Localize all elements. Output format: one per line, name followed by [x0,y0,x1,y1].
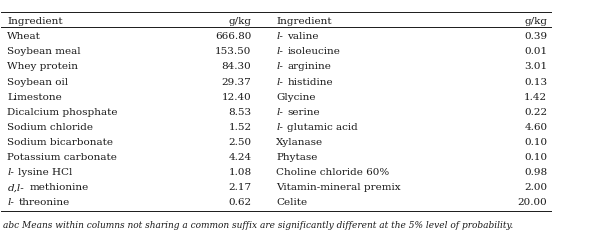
Text: lysine HCl: lysine HCl [19,168,73,177]
Text: l-: l- [276,62,283,71]
Text: 0.13: 0.13 [524,78,547,87]
Text: 4.24: 4.24 [228,153,251,162]
Text: Sodium chloride: Sodium chloride [7,123,94,132]
Text: Glycine: Glycine [276,93,316,102]
Text: l-: l- [276,78,283,87]
Text: Vitamin-mineral premix: Vitamin-mineral premix [276,183,401,192]
Text: 1.08: 1.08 [228,168,251,177]
Text: isoleucine: isoleucine [287,47,340,56]
Text: Ingredient: Ingredient [276,17,332,26]
Text: Limestone: Limestone [7,93,62,102]
Text: 0.39: 0.39 [524,32,547,41]
Text: Ingredient: Ingredient [7,17,63,26]
Text: Phytase: Phytase [276,153,317,162]
Text: 0.98: 0.98 [524,168,547,177]
Text: Choline chloride 60%: Choline chloride 60% [276,168,389,177]
Text: l-: l- [7,198,14,207]
Text: valine: valine [287,32,319,41]
Text: 29.37: 29.37 [221,78,251,87]
Text: 12.40: 12.40 [221,93,251,102]
Text: 4.60: 4.60 [524,123,547,132]
Text: 666.80: 666.80 [215,32,251,41]
Text: Whey protein: Whey protein [7,62,79,71]
Text: l-: l- [276,47,283,56]
Text: abc Means within columns not sharing a common suffix are significantly different: abc Means within columns not sharing a c… [4,220,514,230]
Text: glutamic acid: glutamic acid [287,123,358,132]
Text: 0.10: 0.10 [524,138,547,147]
Text: l-: l- [276,32,283,41]
Text: l-: l- [7,168,14,177]
Text: d,l-: d,l- [7,183,24,192]
Text: Sodium bicarbonate: Sodium bicarbonate [7,138,113,147]
Text: methionine: methionine [29,183,89,192]
Text: 0.10: 0.10 [524,153,547,162]
Text: Potassium carbonate: Potassium carbonate [7,153,117,162]
Text: 0.22: 0.22 [524,108,547,117]
Text: 2.50: 2.50 [228,138,251,147]
Text: arginine: arginine [287,62,331,71]
Text: histidine: histidine [287,78,333,87]
Text: 2.17: 2.17 [228,183,251,192]
Text: g/kg: g/kg [524,17,547,26]
Text: Soybean meal: Soybean meal [7,47,81,56]
Text: Dicalcium phosphate: Dicalcium phosphate [7,108,118,117]
Text: l-: l- [276,123,283,132]
Text: 0.62: 0.62 [228,198,251,207]
Text: 153.50: 153.50 [215,47,251,56]
Text: Celite: Celite [276,198,307,207]
Text: 0.01: 0.01 [524,47,547,56]
Text: g/kg: g/kg [229,17,251,26]
Text: 20.00: 20.00 [518,198,547,207]
Text: 1.42: 1.42 [524,93,547,102]
Text: Soybean oil: Soybean oil [7,78,68,87]
Text: 8.53: 8.53 [228,108,251,117]
Text: Xylanase: Xylanase [276,138,323,147]
Text: 2.00: 2.00 [524,183,547,192]
Text: 1.52: 1.52 [228,123,251,132]
Text: threonine: threonine [19,198,70,207]
Text: 84.30: 84.30 [221,62,251,71]
Text: 3.01: 3.01 [524,62,547,71]
Text: l-: l- [276,108,283,117]
Text: Wheat: Wheat [7,32,41,41]
Text: serine: serine [287,108,320,117]
